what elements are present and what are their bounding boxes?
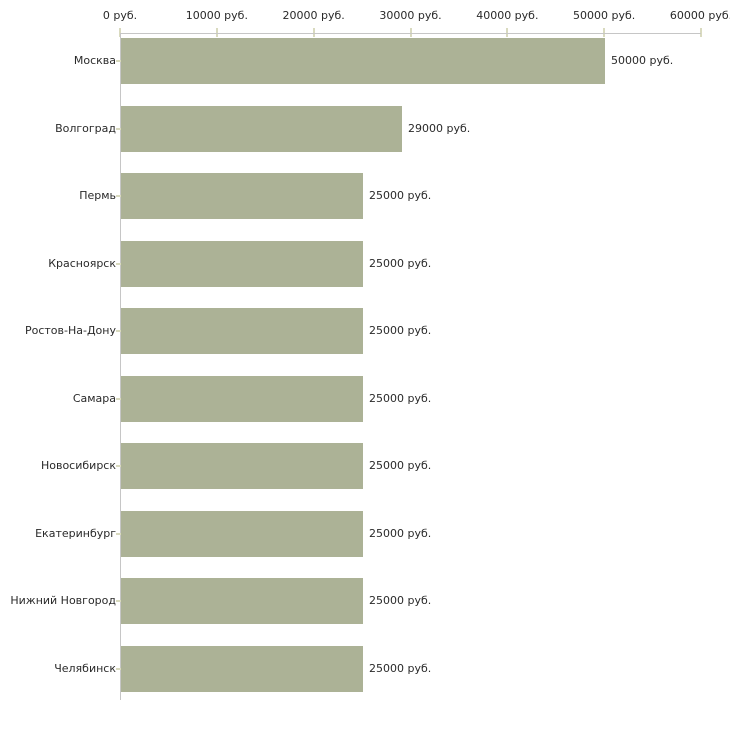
value-label: 25000 руб. (369, 459, 432, 472)
x-axis-tick-label: 40000 руб. (476, 9, 539, 22)
bar-10 (121, 646, 363, 692)
y-axis-tick-mark (116, 128, 123, 130)
category-label: Пермь (79, 189, 116, 202)
bar-3 (121, 173, 363, 219)
category-label: Нижний Новгород (10, 594, 116, 607)
x-axis-tick-label: 0 руб. (102, 9, 138, 22)
x-axis-tick-label: 50000 руб. (573, 9, 636, 22)
category-label: Ростов-На-Дону (24, 324, 116, 337)
value-label: 25000 руб. (369, 324, 432, 337)
y-axis-tick-mark (116, 398, 123, 400)
value-label: 25000 руб. (369, 594, 432, 607)
category-label: Новосибирск (40, 459, 116, 472)
x-axis-tick-mark (312, 28, 315, 37)
bar-4 (121, 241, 363, 287)
y-axis-tick-mark (116, 668, 123, 670)
x-axis-tick-label: 30000 руб. (379, 9, 442, 22)
x-axis-tick-mark (506, 28, 509, 37)
bar-7 (121, 443, 363, 489)
category-label: Москва (73, 54, 116, 67)
x-axis-tick-label: 20000 руб. (282, 9, 345, 22)
y-axis-tick-mark (116, 533, 123, 535)
y-axis-tick-mark (116, 465, 123, 467)
y-axis-tick-mark (116, 263, 123, 265)
value-label: 25000 руб. (369, 527, 432, 540)
value-label: 25000 руб. (369, 189, 432, 202)
category-label: Волгоград (55, 122, 116, 135)
value-label: 25000 руб. (369, 392, 432, 405)
value-label: 25000 руб. (369, 662, 432, 675)
bar-6 (121, 376, 363, 422)
bar-5 (121, 308, 363, 354)
x-axis-tick-mark (700, 28, 702, 37)
bar-9 (121, 578, 363, 624)
y-axis-tick-mark (116, 600, 123, 602)
category-label: Красноярск (48, 257, 116, 270)
bar-8 (121, 511, 363, 557)
x-axis-tick-mark (409, 28, 412, 37)
value-label: 50000 руб. (611, 54, 674, 67)
y-axis-tick-mark (116, 60, 123, 62)
category-label: Самара (72, 392, 116, 405)
x-axis-tick-label: 60000 руб. (669, 9, 730, 22)
x-axis-tick-mark (119, 28, 121, 37)
bar-1 (121, 38, 605, 84)
y-axis-tick-mark (116, 330, 123, 332)
plot-area (120, 33, 701, 700)
category-label: Челябинск (54, 662, 116, 675)
x-axis-tick-mark (215, 28, 218, 37)
x-axis-tick-label: 10000 руб. (185, 9, 248, 22)
value-label: 25000 руб. (369, 257, 432, 270)
x-axis-tick-mark (603, 28, 606, 37)
value-label: 29000 руб. (408, 122, 471, 135)
category-label: Екатеринбург (35, 527, 116, 540)
y-axis-tick-mark (116, 195, 123, 197)
bar-2 (121, 106, 402, 152)
